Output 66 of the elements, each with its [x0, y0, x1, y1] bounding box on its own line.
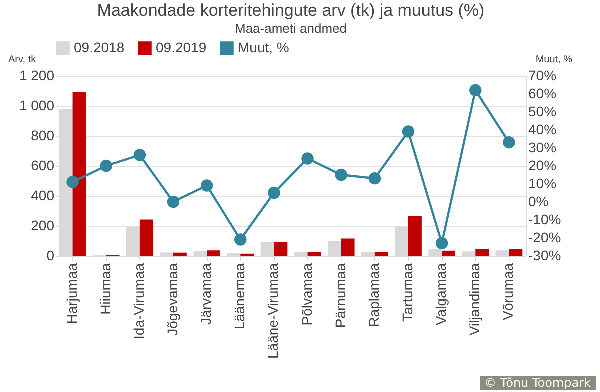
x-tick-label: Valgamaa	[433, 263, 450, 326]
x-tick-label: Pärnumaa	[332, 263, 348, 328]
point	[470, 84, 482, 97]
bar	[140, 220, 154, 256]
point	[134, 149, 146, 162]
y2-tick-label: -20%	[528, 230, 562, 246]
x-tick-label: Läänemaa	[232, 263, 248, 330]
point	[100, 160, 112, 172]
y2-axis-title: Muut, %	[536, 54, 573, 66]
x-tick-label: Võrumaa	[500, 263, 516, 320]
bar	[408, 216, 422, 256]
y2-tick-label: 50%	[528, 104, 557, 120]
point	[368, 172, 382, 185]
y-tick-label: 400	[31, 188, 55, 204]
y2-tick-label: 20%	[528, 158, 557, 174]
bar	[274, 242, 288, 256]
legend-label: 09.2018	[74, 39, 125, 56]
x-tick-label: Hiiumaa	[97, 263, 114, 315]
point	[234, 234, 247, 246]
bar	[374, 252, 388, 256]
legend-label: Muut, %	[238, 39, 290, 56]
bar	[308, 252, 322, 256]
x-tick-label: Põlvamaa	[298, 263, 315, 326]
chart-title: Maakondade korteritehingute arv (tk) ja muutus (%)	[97, 1, 485, 20]
y-tick-label: 800	[31, 128, 55, 144]
legend-label: 09.2019	[156, 39, 207, 56]
y-tick-label: 1 000	[19, 98, 55, 114]
bar	[509, 249, 523, 256]
point	[268, 186, 280, 200]
point	[402, 126, 415, 138]
x-tick-label: Harjumaa	[64, 263, 80, 324]
bar	[174, 252, 187, 256]
x-tick-label: Ida-Virumaa	[130, 263, 147, 340]
x-tick-label: Raplamaa	[366, 263, 382, 328]
bar	[207, 250, 220, 256]
y-tick-label: 1 200	[19, 68, 55, 84]
bar	[72, 92, 86, 256]
y-tick-label: 200	[31, 218, 55, 234]
y-tick-label: 600	[31, 158, 55, 174]
point	[167, 196, 180, 208]
y2-tick-label: 10%	[528, 176, 557, 192]
y-axis-title: Arv, tk	[8, 54, 38, 66]
x-tick-label: Järvamaa	[198, 263, 214, 325]
x-tick-label: Lääne-Virumaa	[265, 263, 282, 359]
y2-tick-label: 70%	[528, 68, 557, 84]
y2-tick-label: 0%	[528, 194, 549, 210]
bar	[476, 249, 490, 256]
y2-tick-label: -10%	[528, 212, 562, 228]
point	[302, 152, 314, 165]
text: © Tõnu Toompark	[480, 376, 596, 390]
y2-tick-label: 60%	[528, 86, 557, 102]
point	[66, 176, 79, 188]
point	[503, 136, 516, 149]
x-tick-label: Jõgevamaa	[164, 263, 180, 336]
x-tick-label: Tartumaa	[400, 263, 416, 322]
point	[200, 180, 214, 192]
y2-tick-label: 30%	[528, 140, 557, 156]
x-tick-label: Viljandimaa	[466, 263, 483, 336]
bar	[442, 250, 456, 256]
y-tick-label: 0	[46, 248, 55, 264]
chart-subtitle: Maa-ameti andmed	[235, 21, 347, 36]
y2-tick-label: -30%	[528, 248, 562, 264]
point	[335, 168, 348, 182]
y2-tick-label: 40%	[528, 122, 557, 138]
bar	[341, 238, 355, 256]
point	[436, 237, 448, 250]
